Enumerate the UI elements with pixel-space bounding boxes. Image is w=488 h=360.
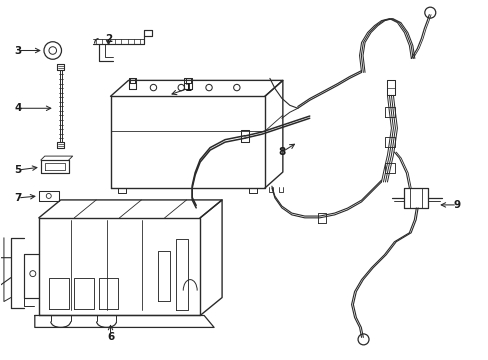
Text: 3: 3 [14,45,21,55]
Text: 8: 8 [278,147,285,157]
Text: 1: 1 [184,84,191,93]
Text: 5: 5 [14,165,21,175]
Text: 4: 4 [14,103,21,113]
Text: 9: 9 [453,200,460,210]
Text: 7: 7 [14,193,21,203]
Text: 2: 2 [105,33,112,44]
Text: 6: 6 [107,332,114,342]
